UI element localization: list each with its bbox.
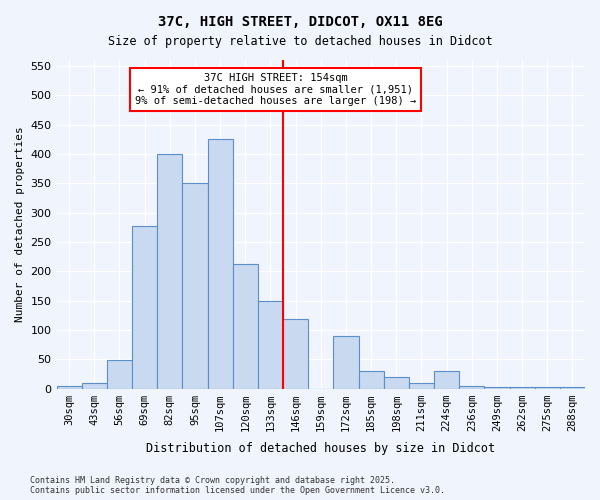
- Bar: [484, 387, 509, 388]
- Bar: [359, 371, 383, 388]
- Bar: [132, 226, 157, 388]
- Text: Size of property relative to detached houses in Didcot: Size of property relative to detached ho…: [107, 35, 493, 48]
- Bar: [434, 371, 459, 388]
- Bar: [208, 139, 233, 388]
- Bar: [258, 300, 283, 388]
- Text: 37C, HIGH STREET, DIDCOT, OX11 8EG: 37C, HIGH STREET, DIDCOT, OX11 8EG: [158, 15, 442, 29]
- Bar: [459, 386, 484, 388]
- Bar: [56, 386, 82, 388]
- Bar: [233, 264, 258, 388]
- Bar: [409, 382, 434, 388]
- Bar: [283, 320, 308, 388]
- Bar: [182, 183, 208, 388]
- Y-axis label: Number of detached properties: Number of detached properties: [15, 126, 25, 322]
- Bar: [383, 377, 409, 388]
- Bar: [334, 336, 359, 388]
- Bar: [535, 387, 560, 388]
- Bar: [560, 387, 585, 388]
- Text: 37C HIGH STREET: 154sqm
← 91% of detached houses are smaller (1,951)
9% of semi-: 37C HIGH STREET: 154sqm ← 91% of detache…: [135, 72, 416, 106]
- X-axis label: Distribution of detached houses by size in Didcot: Distribution of detached houses by size …: [146, 442, 496, 455]
- Bar: [82, 382, 107, 388]
- Text: Contains HM Land Registry data © Crown copyright and database right 2025.
Contai: Contains HM Land Registry data © Crown c…: [30, 476, 445, 495]
- Bar: [157, 154, 182, 388]
- Bar: [509, 387, 535, 388]
- Bar: [107, 360, 132, 388]
